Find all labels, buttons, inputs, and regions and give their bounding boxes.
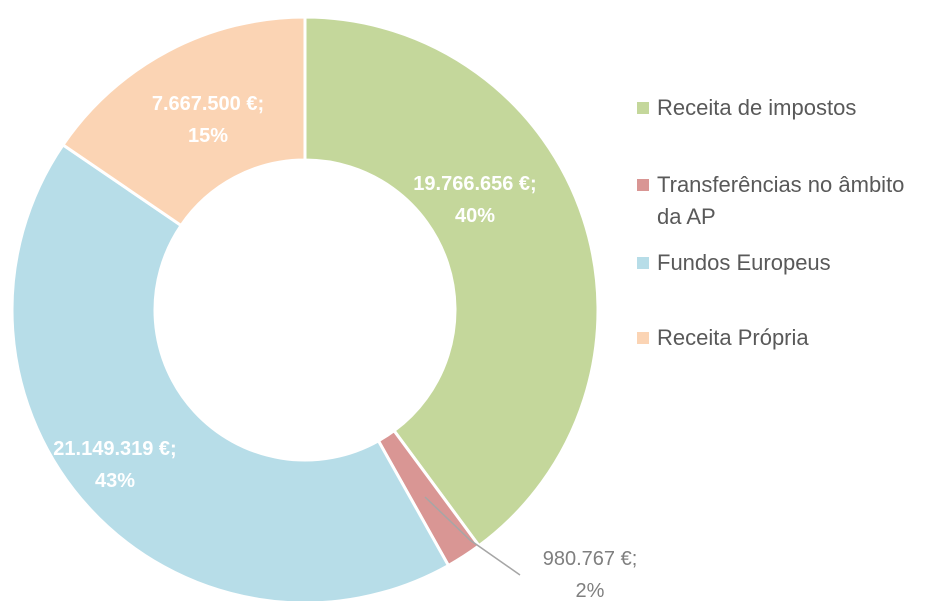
- legend-label: Receita Própria: [657, 325, 809, 350]
- leader-line: [424, 496, 521, 576]
- legend-label: Fundos Europeus: [657, 250, 831, 275]
- data-label-percent: 2%: [576, 580, 605, 601]
- legend-entry: Receita de impostos: [632, 92, 932, 124]
- legend-swatch: [637, 102, 649, 114]
- data-label-percent: 40%: [455, 205, 495, 227]
- legend-swatch: [637, 257, 649, 269]
- legend-swatch: [637, 332, 649, 344]
- legend-label: Receita de impostos: [657, 95, 857, 120]
- legend-label: Transferências no âmbito da AP: [657, 172, 905, 229]
- legend-entry: Fundos Europeus: [632, 247, 932, 279]
- data-label-percent: 43%: [95, 470, 135, 492]
- data-label: 19.766.656 €;: [413, 173, 536, 195]
- data-label-percent: 15%: [188, 125, 228, 147]
- legend-entry: Transferências no âmbito da AP: [632, 169, 932, 233]
- donut-slice: [10, 142, 451, 601]
- donut-slice: [60, 15, 307, 228]
- data-label: 980.767 €;: [543, 548, 638, 570]
- legend-swatch: [637, 179, 649, 191]
- data-label: 7.667.500 €;: [152, 93, 264, 115]
- data-label: 21.149.319 €;: [53, 438, 176, 460]
- donut-slice: [303, 15, 600, 548]
- legend-entry: Receita Própria: [632, 322, 932, 354]
